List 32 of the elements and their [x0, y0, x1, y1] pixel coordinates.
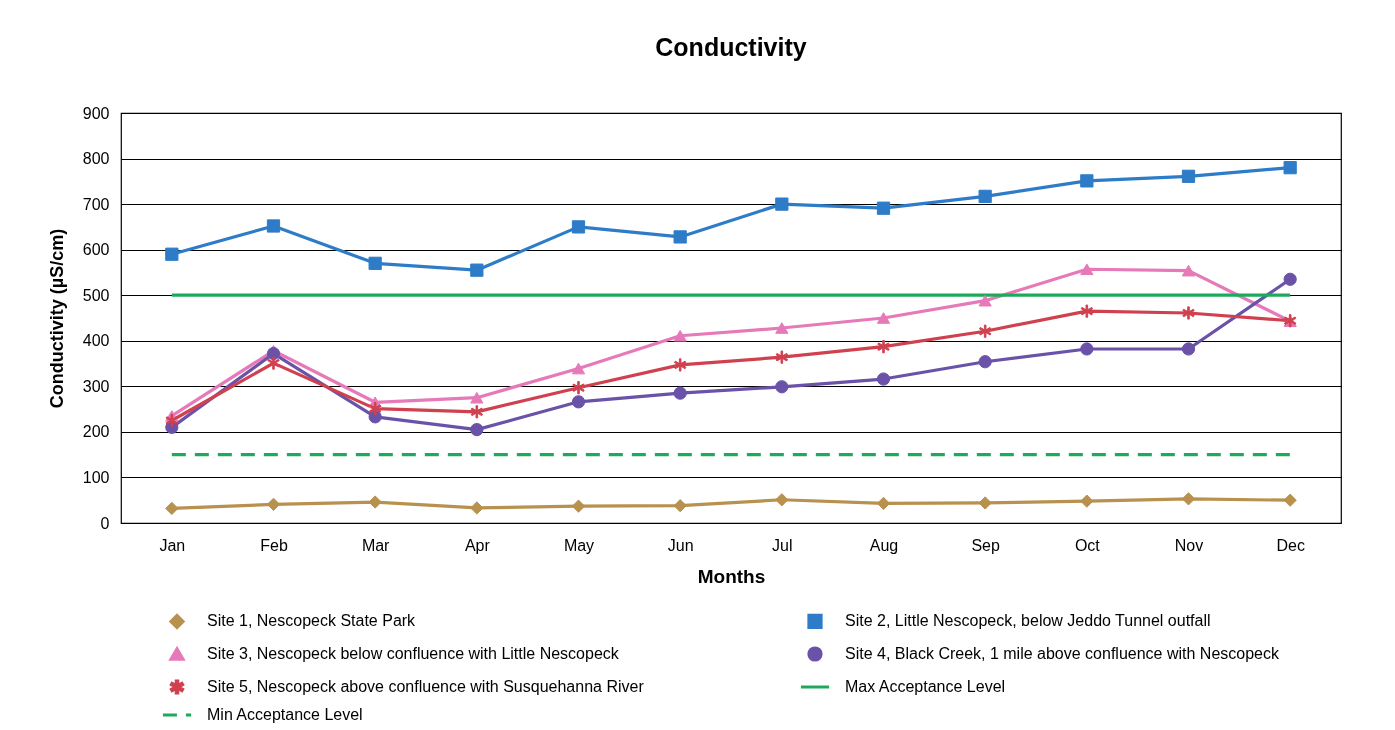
x-tick-label: Aug [869, 536, 899, 554]
y-tick-label: 700 [82, 195, 110, 213]
y-tick-label: 0 [100, 514, 110, 532]
legend-label: Site 3, Nescopeck below confluence with Little Nescopeck [207, 645, 620, 662]
legend-label: Site 1, Nescopeck State Park [207, 612, 417, 630]
x-tick-label: Dec [1276, 536, 1305, 554]
legend-label: Site 2, Little Nescopeck, below Jeddo Tunnel outfall [845, 612, 1211, 630]
y-tick-label: 200 [82, 423, 110, 441]
y-tick-label: 100 [82, 468, 110, 486]
legend-label: Site 4, Black Creek, 1 mile above confluence with Nescopeck [845, 645, 1280, 662]
y-tick-label: 900 [82, 104, 110, 122]
legend-label: Min Acceptance Level [207, 706, 363, 723]
chart-title: Conductivity [655, 33, 807, 61]
x-tick-label: Jun [667, 536, 694, 554]
x-tick-label: Oct [1074, 536, 1101, 554]
x-tick-label: Jan [159, 536, 186, 554]
y-tick-label: 500 [82, 286, 110, 304]
x-tick-label: Nov [1174, 536, 1204, 554]
legend-label: Site 5, Nescopeck above confluence with Susquehanna River [207, 678, 645, 695]
x-tick-label: Mar [361, 536, 391, 554]
y-tick-label: 800 [82, 150, 110, 168]
x-tick-label: Apr [464, 536, 491, 554]
x-tick-label: May [563, 536, 595, 554]
y-axis-title: Conductivity (µS/cm) [46, 228, 67, 409]
x-tick-label: Jul [772, 536, 793, 554]
x-tick-label: Feb [260, 536, 288, 554]
x-axis-title: Months [697, 565, 766, 587]
x-tick-label: Sep [971, 536, 1000, 554]
y-tick-label: 600 [82, 241, 110, 259]
y-tick-label: 400 [82, 332, 110, 350]
legend-label: Max Acceptance Level [845, 678, 1006, 695]
y-tick-label: 300 [82, 377, 110, 395]
